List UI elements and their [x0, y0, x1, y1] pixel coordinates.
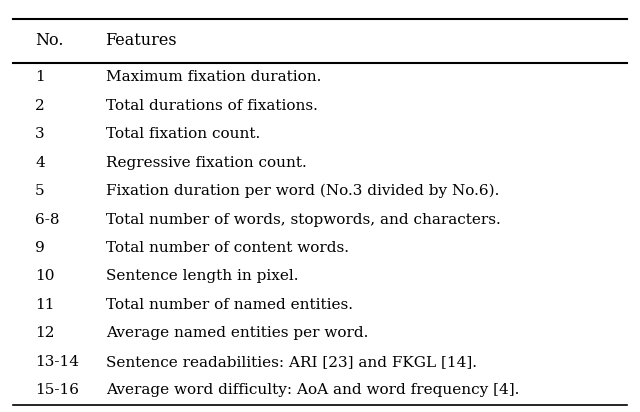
Text: Sentence length in pixel.: Sentence length in pixel.: [106, 269, 298, 283]
Text: Average word difficulty: AoA and word frequency [4].: Average word difficulty: AoA and word fr…: [106, 383, 519, 397]
Text: 11: 11: [35, 298, 54, 312]
Text: 13-14: 13-14: [35, 355, 79, 369]
Text: Total number of words, stopwords, and characters.: Total number of words, stopwords, and ch…: [106, 213, 500, 227]
Text: 2: 2: [35, 98, 45, 112]
Text: 5: 5: [35, 184, 45, 198]
Text: Sentence readabilities: ARI [23] and FKGL [14].: Sentence readabilities: ARI [23] and FKG…: [106, 355, 477, 369]
Text: 12: 12: [35, 326, 54, 340]
Text: 4: 4: [35, 156, 45, 170]
Text: 10: 10: [35, 269, 54, 283]
Text: Total durations of fixations.: Total durations of fixations.: [106, 98, 317, 112]
Text: Average named entities per word.: Average named entities per word.: [106, 326, 368, 340]
Text: 3: 3: [35, 127, 45, 141]
Text: Total number of named entities.: Total number of named entities.: [106, 298, 353, 312]
Text: Features: Features: [106, 32, 177, 49]
Text: Maximum fixation duration.: Maximum fixation duration.: [106, 70, 321, 84]
Text: Total fixation count.: Total fixation count.: [106, 127, 260, 141]
Text: Total number of content words.: Total number of content words.: [106, 241, 349, 255]
Text: 15-16: 15-16: [35, 383, 79, 397]
Text: No.: No.: [35, 32, 64, 49]
Text: 6-8: 6-8: [35, 213, 60, 227]
Text: Fixation duration per word (No.3 divided by No.6).: Fixation duration per word (No.3 divided…: [106, 184, 499, 198]
Text: Regressive fixation count.: Regressive fixation count.: [106, 156, 307, 170]
Text: 1: 1: [35, 70, 45, 84]
Text: 9: 9: [35, 241, 45, 255]
